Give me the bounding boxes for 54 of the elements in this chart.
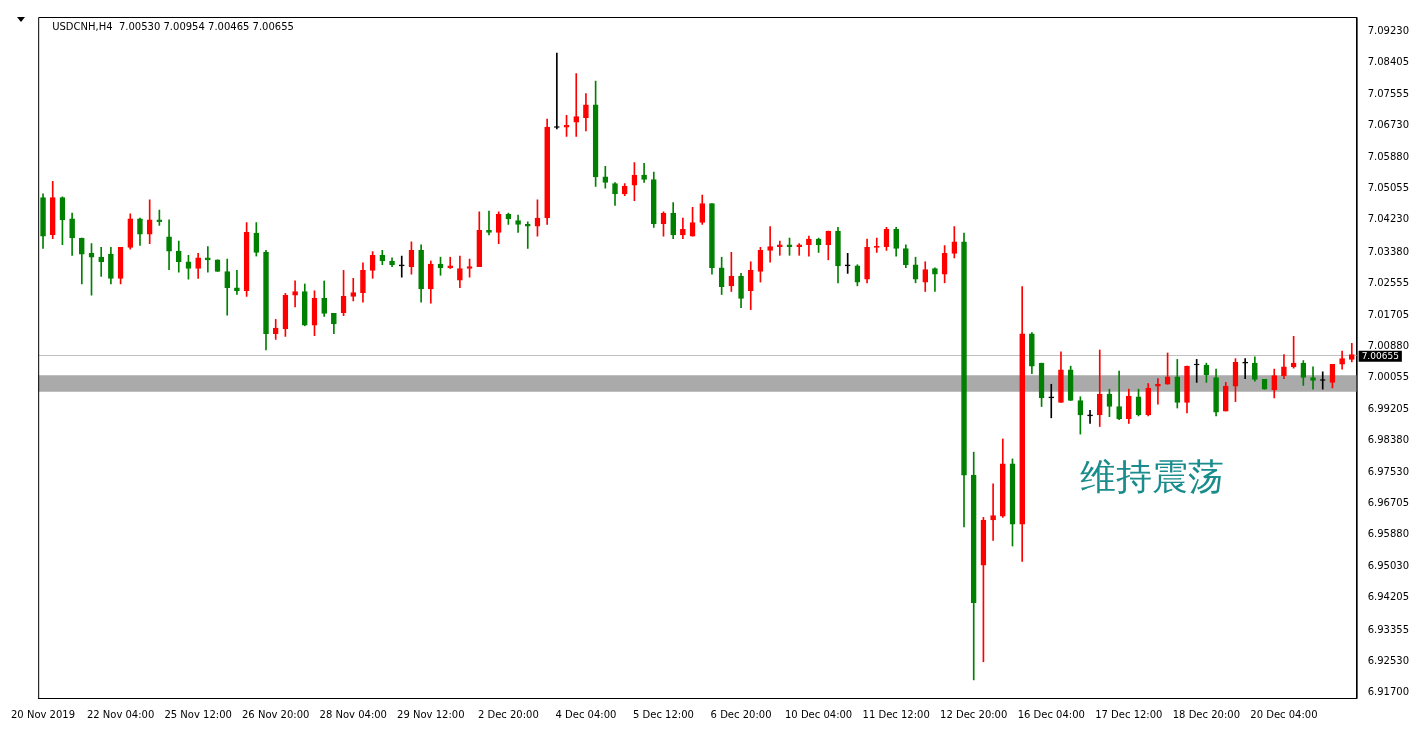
candlestick [1155, 378, 1161, 405]
x-tick-label: 12 Dec 20:00 [940, 708, 1008, 720]
candlestick [844, 253, 851, 274]
x-tick-label: 28 Nov 04:00 [319, 708, 387, 720]
ref-line-label: 7.00655 [1361, 350, 1399, 361]
y-tick-label: 7.05880 [1367, 151, 1410, 163]
annotation: 维持震荡 [1079, 456, 1224, 498]
y-tick-label: 6.92530 [1367, 654, 1410, 666]
y-tick-label: 7.02555 [1367, 276, 1410, 288]
chart-title: USDCNH,H4 7.00530 7.00954 7.00465 7.00655 [52, 20, 294, 32]
x-tick-label: 16 Dec 04:00 [1017, 708, 1085, 720]
x-tick-label: 20 Nov 2019 [11, 708, 76, 720]
y-tick-label: 7.05055 [1367, 182, 1410, 194]
x-tick-label: 29 Nov 12:00 [397, 708, 465, 720]
candlestick [1087, 409, 1093, 424]
y-tick-label: 7.06730 [1367, 119, 1410, 131]
x-tick-label: 2 Dec 20:00 [477, 708, 539, 720]
x-tick-label: 20 Dec 04:00 [1250, 708, 1318, 720]
candlestick [398, 255, 405, 278]
y-tick-label: 7.04230 [1367, 213, 1410, 225]
candlestick [1242, 358, 1248, 379]
y-tick-label: 6.95030 [1367, 560, 1410, 572]
x-tick-label: 5 Dec 12:00 [633, 708, 694, 720]
x-tick-label: 6 Dec 20:00 [710, 708, 772, 720]
candlestick [524, 221, 531, 249]
candlestick [447, 256, 454, 269]
y-tick-label: 6.99205 [1367, 402, 1410, 414]
y-tick-label: 7.09230 [1367, 24, 1410, 36]
y-tick-label: 6.94205 [1367, 591, 1410, 603]
x-tick-label: 10 Dec 04:00 [784, 708, 853, 720]
x-tick-label: 17 Dec 12:00 [1095, 708, 1163, 720]
y-tick-label: 7.03380 [1367, 245, 1410, 257]
y-tick-label: 7.07555 [1367, 88, 1410, 100]
y-tick-label: 6.91700 [1367, 685, 1410, 697]
candlestick [1048, 383, 1055, 419]
y-tick-label: 6.95880 [1367, 528, 1410, 540]
y-tick-label: 6.96705 [1367, 497, 1410, 509]
x-tick-label: 4 Dec 04:00 [555, 708, 617, 720]
x-tick-label: 18 Dec 20:00 [1172, 708, 1241, 720]
candlestick [486, 210, 492, 236]
x-tick-label: 26 Nov 20:00 [241, 708, 310, 720]
x-tick-label: 11 Dec 12:00 [862, 708, 930, 720]
x-tick-label: 25 Nov 12:00 [164, 708, 232, 720]
candlestick [776, 240, 783, 256]
candlestick [796, 243, 803, 256]
y-tick-label: 6.93355 [1367, 623, 1410, 635]
candlestick [1193, 359, 1200, 383]
y-tick-label: 6.97530 [1367, 466, 1410, 478]
x-tick-label: 22 Nov 04:00 [86, 708, 155, 720]
y-tick-label: 6.98380 [1367, 434, 1410, 446]
y-tick-label: 7.00055 [1367, 370, 1410, 382]
y-tick-label: 7.08405 [1367, 56, 1410, 68]
y-tick-label: 7.01705 [1367, 308, 1410, 320]
y-tick-label: 7.00880 [1367, 339, 1410, 351]
